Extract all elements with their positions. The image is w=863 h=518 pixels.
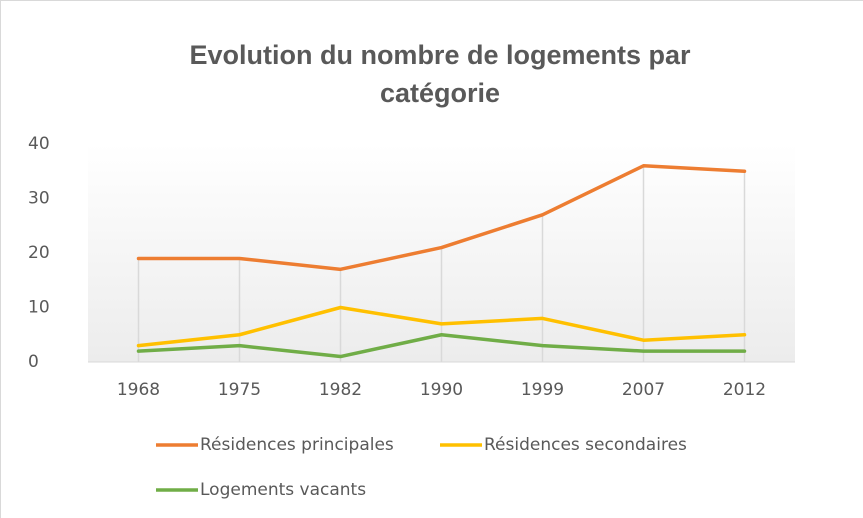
x-tick-label: 1999 bbox=[521, 380, 564, 400]
x-tick-label: 1975 bbox=[218, 380, 261, 400]
x-tick-label: 2012 bbox=[723, 380, 766, 400]
y-tick-label: 0 bbox=[28, 352, 39, 372]
x-tick-label: 1982 bbox=[319, 380, 362, 400]
y-tick-label: 30 bbox=[28, 189, 50, 209]
y-tick-label: 20 bbox=[28, 243, 50, 263]
legend-label: Résidences secondaires bbox=[484, 435, 687, 455]
legend-label: Logements vacants bbox=[200, 480, 366, 500]
legend-label: Résidences principales bbox=[200, 435, 394, 455]
y-tick-label: 40 bbox=[28, 134, 50, 154]
x-tick-label: 2007 bbox=[622, 380, 665, 400]
chart-title: Evolution du nombre de logements par cat… bbox=[189, 40, 691, 108]
x-tick-label: 1968 bbox=[117, 380, 160, 400]
series-line bbox=[136, 305, 747, 348]
series-line bbox=[136, 164, 747, 272]
x-tick-label: 1990 bbox=[420, 380, 463, 400]
y-tick-label: 10 bbox=[28, 298, 50, 318]
series-line bbox=[136, 333, 747, 359]
